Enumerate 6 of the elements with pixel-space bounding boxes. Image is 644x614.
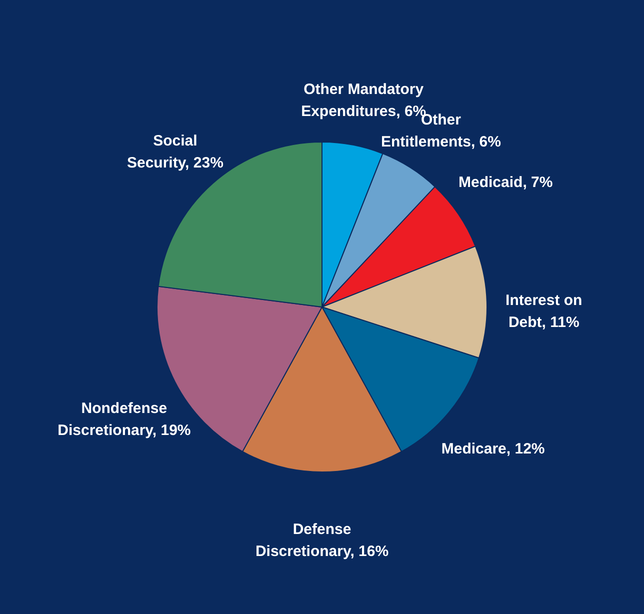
slice-label: Medicare, 12%: [441, 440, 545, 458]
slice-label: Defense Discretionary, 16%: [255, 521, 389, 560]
slice-label: Nondefense Discretionary, 19%: [58, 400, 191, 439]
slice-label: Medicaid, 7%: [458, 174, 553, 192]
slice-label: Social Security, 23%: [126, 132, 224, 172]
slice-label: Interest on Debt, 11%: [506, 292, 582, 332]
